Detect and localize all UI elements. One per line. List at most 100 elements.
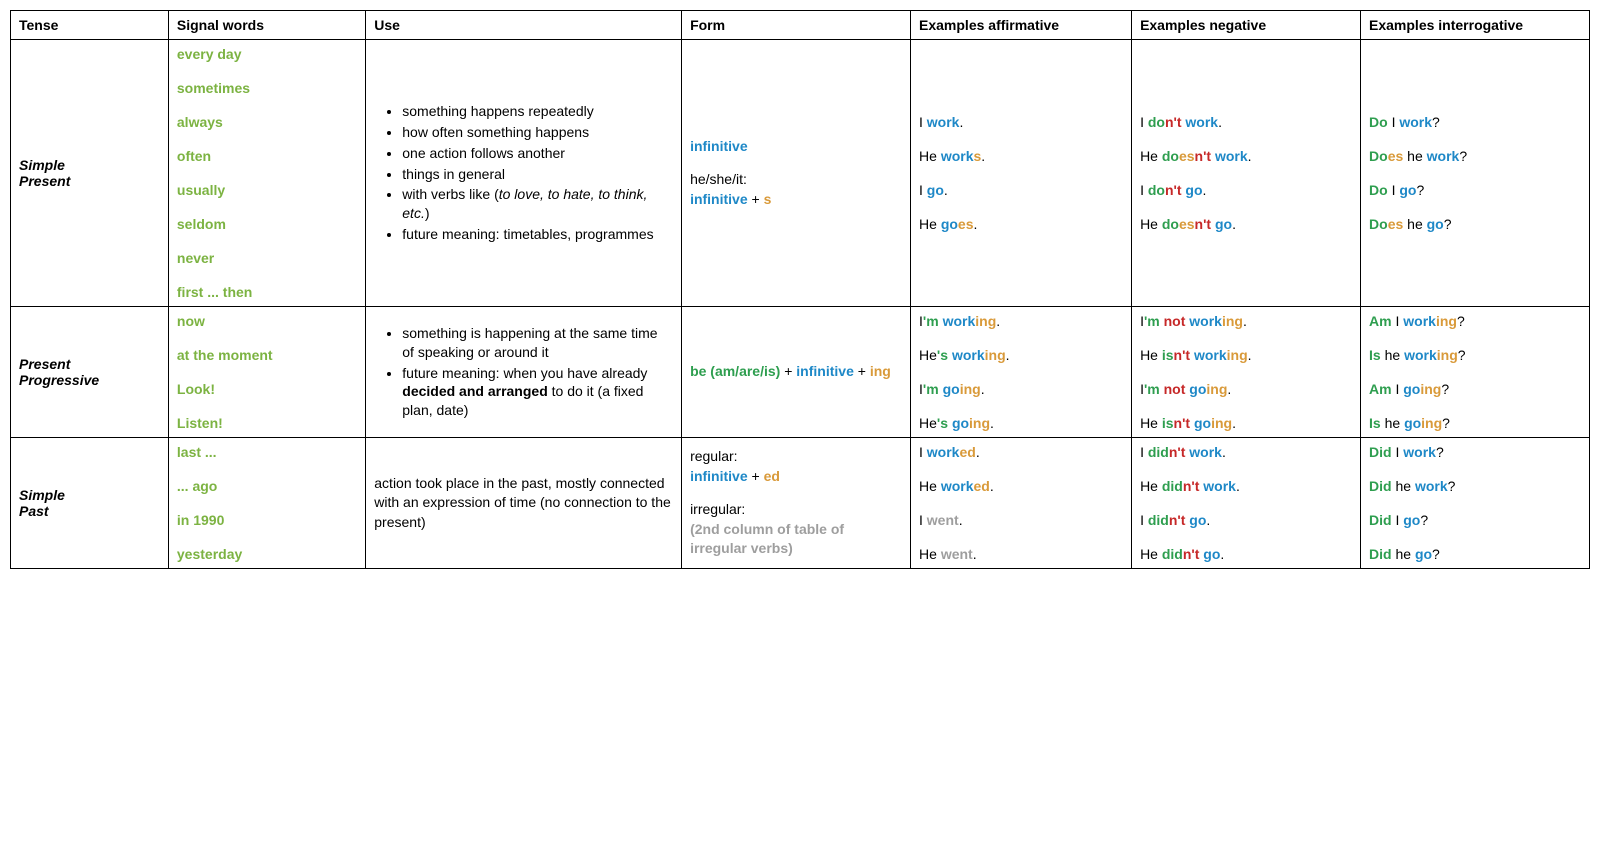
example-line: He didn't work. (1140, 478, 1352, 494)
form-line: irregular:(2nd column of table of irregu… (690, 500, 902, 559)
header-affirmative: Examples affirmative (911, 11, 1132, 40)
tenses-table: Tense Signal words Use Form Examples aff… (10, 10, 1590, 569)
example-line: He's going. (919, 415, 1123, 431)
example-line: Did I go? (1369, 512, 1581, 528)
example-line: He goes. (919, 216, 1123, 232)
example-line: He went. (919, 546, 1123, 562)
example-line: Am I going? (1369, 381, 1581, 397)
example-line: I worked. (919, 444, 1123, 460)
example-line: Does he work? (1369, 148, 1581, 164)
example-line: I'm not going. (1140, 381, 1352, 397)
example-line: Is he working? (1369, 347, 1581, 363)
signal-word: ... ago (177, 478, 357, 494)
use-text: action took place in the past, mostly co… (374, 474, 673, 533)
example-line: I go. (919, 182, 1123, 198)
example-line: I'm going. (919, 381, 1123, 397)
signal-word: first ... then (177, 284, 357, 300)
use-item: how often something happens (402, 123, 673, 142)
signal-word: yesterday (177, 546, 357, 562)
signal-words-cell: last ... ... ago in 1990 yesterday (168, 438, 365, 569)
tense-name-cell: SimplePast (11, 438, 169, 569)
example-line: He isn't going. (1140, 415, 1352, 431)
example-line: I work. (919, 114, 1123, 130)
example-line: He works. (919, 148, 1123, 164)
form-line: regular:infinitive + ed (690, 447, 902, 486)
form-line: be (am/are/is) + infinitive + ing (690, 362, 902, 382)
tense-name-cell: PresentProgressive (11, 307, 169, 438)
example-line: I didn't go. (1140, 512, 1352, 528)
example-line: He's working. (919, 347, 1123, 363)
use-item: things in general (402, 165, 673, 184)
example-line: I don't go. (1140, 182, 1352, 198)
examples-affirmative-cell: I'm working. He's working. I'm going. He's … (911, 307, 1132, 438)
example-line: Did he go? (1369, 546, 1581, 562)
examples-negative-cell: I didn't work. He didn't work. I didn't go… (1132, 438, 1361, 569)
use-cell: action took place in the past, mostly co… (366, 438, 682, 569)
examples-interrogative-cell: Did I work?Did he work?Did I go?Did he g… (1361, 438, 1590, 569)
table-row: SimplePresent every day sometimes always oft… (11, 40, 1590, 307)
use-cell: something is happening at the same time … (366, 307, 682, 438)
example-line: I'm not working. (1140, 313, 1352, 329)
example-line: Did I work? (1369, 444, 1581, 460)
signal-word: in 1990 (177, 512, 357, 528)
signal-word: always (177, 114, 357, 130)
example-line: Do I go? (1369, 182, 1581, 198)
example-line: He doesn't go. (1140, 216, 1352, 232)
header-interrogative: Examples interrogative (1361, 11, 1590, 40)
signal-word: sometimes (177, 80, 357, 96)
tense-label: PresentProgressive (19, 356, 160, 388)
examples-negative-cell: I'm not working. He isn't working. I'm not… (1132, 307, 1361, 438)
example-line: He didn't go. (1140, 546, 1352, 562)
examples-interrogative-cell: Am I working? Is he working? Am I going? Is… (1361, 307, 1590, 438)
tense-label: SimplePast (19, 487, 160, 519)
signal-word: usually (177, 182, 357, 198)
table-header-row: Tense Signal words Use Form Examples aff… (11, 11, 1590, 40)
signal-word: often (177, 148, 357, 164)
header-tense: Tense (11, 11, 169, 40)
signal-word: never (177, 250, 357, 266)
tense-label: SimplePresent (19, 157, 160, 189)
table-row: PresentProgressive now at the moment Look! L… (11, 307, 1590, 438)
form-cell: infinitivehe/she/it:infinitive + s (682, 40, 911, 307)
use-item: future meaning: when you have already de… (402, 364, 673, 421)
form-cell: be (am/are/is) + infinitive + ing (682, 307, 911, 438)
header-use: Use (366, 11, 682, 40)
signal-word: every day (177, 46, 357, 62)
example-line: Is he going? (1369, 415, 1581, 431)
example-line: Do I work? (1369, 114, 1581, 130)
use-list: something is happening at the same time … (374, 324, 673, 420)
form-cell: regular:infinitive + ed irregular:(2nd co… (682, 438, 911, 569)
header-form: Form (682, 11, 911, 40)
examples-affirmative-cell: I worked. He worked. I went. He went. (911, 438, 1132, 569)
use-item: future meaning: timetables, programmes (402, 225, 673, 244)
use-item: something happens repeatedly (402, 102, 673, 121)
header-negative: Examples negative (1132, 11, 1361, 40)
use-list: something happens repeatedly how often so… (374, 102, 673, 244)
use-item: something is happening at the same time … (402, 324, 673, 362)
example-line: I'm working. (919, 313, 1123, 329)
signal-word: last ... (177, 444, 357, 460)
example-line: He isn't working. (1140, 347, 1352, 363)
tense-name-cell: SimplePresent (11, 40, 169, 307)
table-row: SimplePast last ... ... ago in 1990 yesterda… (11, 438, 1590, 569)
form-line: infinitive (690, 137, 902, 157)
example-line: I went. (919, 512, 1123, 528)
signal-word: at the moment (177, 347, 357, 363)
examples-negative-cell: I don't work. He doesn't work. I don't go.… (1132, 40, 1361, 307)
header-signal: Signal words (168, 11, 365, 40)
example-line: Does he go? (1369, 216, 1581, 232)
signal-word: Look! (177, 381, 357, 397)
use-item: with verbs like (to love, to hate, to th… (402, 185, 673, 223)
use-cell: something happens repeatedly how often so… (366, 40, 682, 307)
examples-affirmative-cell: I work. He works. I go. He goes. (911, 40, 1132, 307)
signal-words-cell: now at the moment Look! Listen! (168, 307, 365, 438)
example-line: He worked. (919, 478, 1123, 494)
example-line: I don't work. (1140, 114, 1352, 130)
signal-word: now (177, 313, 357, 329)
use-item: one action follows another (402, 144, 673, 163)
example-line: He doesn't work. (1140, 148, 1352, 164)
example-line: Am I working? (1369, 313, 1581, 329)
example-line: I didn't work. (1140, 444, 1352, 460)
examples-interrogative-cell: Do I work? Does he work? Do I go? Does he g… (1361, 40, 1590, 307)
signal-word: Listen! (177, 415, 357, 431)
